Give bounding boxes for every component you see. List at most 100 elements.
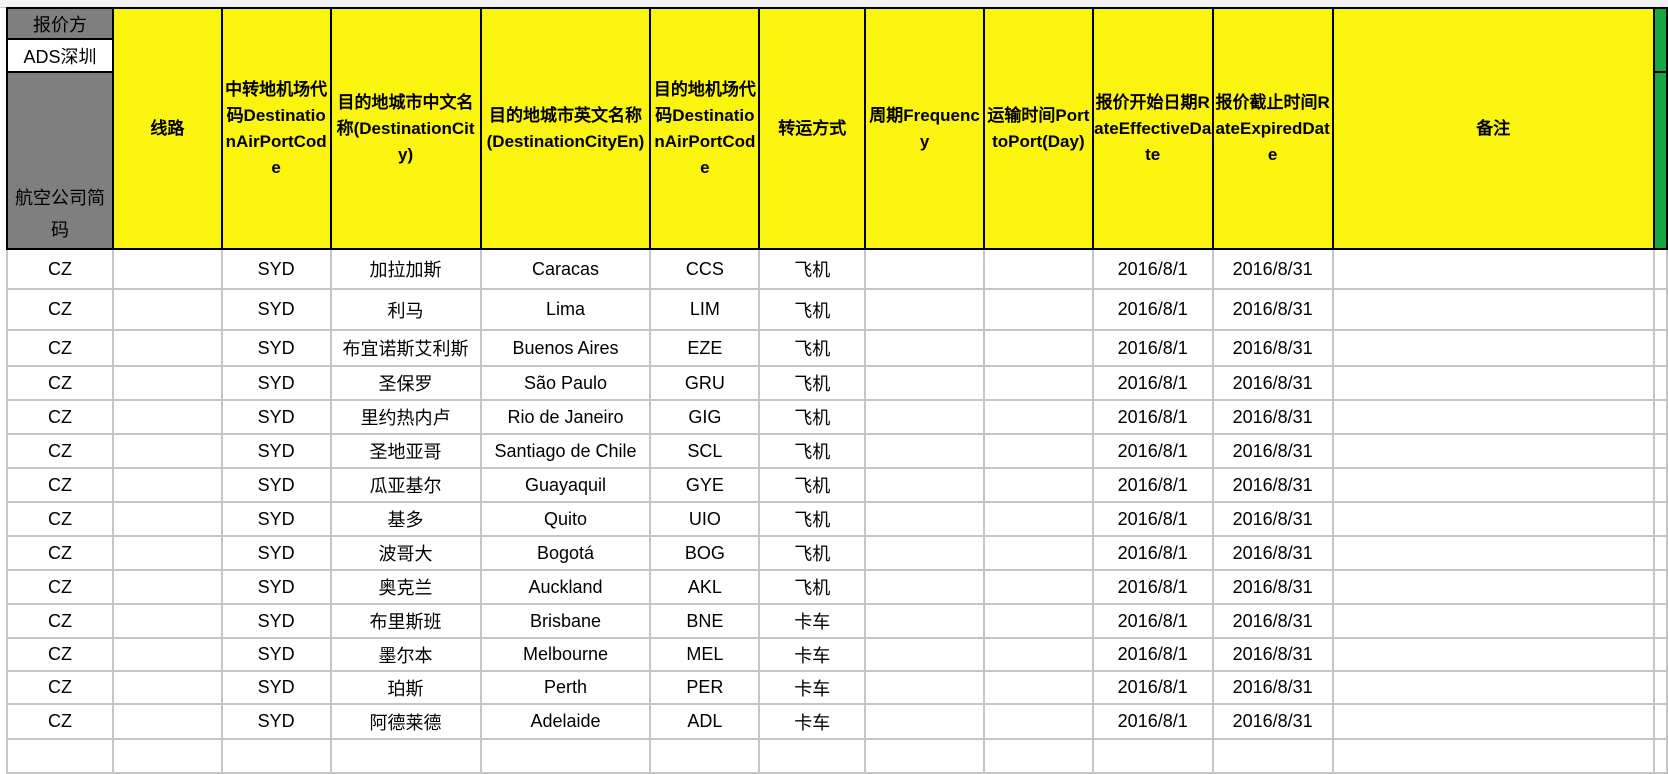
cell-empty[interactable] (111, 738, 223, 774)
cell-route[interactable] (111, 399, 223, 435)
cell-transit-airport[interactable]: SYD (220, 670, 332, 705)
cell-transit-time[interactable] (982, 569, 1094, 605)
cell-empty[interactable] (1652, 248, 1668, 290)
cell-effective-date[interactable]: 2016/8/1 (1091, 703, 1214, 740)
cell-transit-airport[interactable]: SYD (220, 637, 332, 672)
cell-effective-date[interactable]: 2016/8/1 (1091, 670, 1214, 705)
cell-frequency[interactable] (864, 365, 985, 401)
cell-city-en[interactable]: Bogotá (479, 535, 652, 571)
cell-city-cn[interactable]: 布宜诺斯艾利斯 (329, 329, 482, 367)
cell-expired-date[interactable]: 2016/8/31 (1211, 288, 1334, 331)
cell-transit-time[interactable] (982, 535, 1094, 571)
cell-transit-airport[interactable]: SYD (220, 433, 332, 469)
cell-remarks[interactable] (1331, 329, 1655, 367)
cell-transit-time[interactable] (982, 288, 1094, 331)
cell-transport-mode[interactable]: 飞机 (758, 501, 867, 537)
cell-effective-date[interactable]: 2016/8/1 (1091, 288, 1214, 331)
cell-city-en[interactable]: Perth (479, 670, 652, 705)
cell-transit-time[interactable] (982, 637, 1094, 672)
cell-transit-airport[interactable]: SYD (220, 535, 332, 571)
cell-airline[interactable]: CZ (6, 603, 114, 639)
cell-transport-mode[interactable]: 飞机 (758, 365, 867, 401)
cell-frequency[interactable] (864, 703, 985, 740)
cell-route[interactable] (111, 365, 223, 401)
cell-empty[interactable] (1652, 501, 1668, 537)
cell-empty[interactable] (1652, 399, 1668, 435)
cell-empty[interactable] (982, 738, 1094, 774)
cell-frequency[interactable] (864, 467, 985, 503)
cell-frequency[interactable] (864, 248, 985, 290)
cell-remarks[interactable] (1331, 603, 1655, 639)
cell-empty[interactable] (758, 738, 867, 774)
cell-city-cn[interactable]: 利马 (329, 288, 482, 331)
cell-empty[interactable] (1331, 738, 1655, 774)
cell-dest-airport[interactable]: UIO (649, 501, 761, 537)
cell-remarks[interactable] (1331, 433, 1655, 469)
cell-dest-airport[interactable]: GYE (649, 467, 761, 503)
cell-airline[interactable]: CZ (6, 670, 114, 705)
cell-airline[interactable]: CZ (6, 248, 114, 290)
cell-frequency[interactable] (864, 433, 985, 469)
cell-transit-airport[interactable]: SYD (220, 603, 332, 639)
cell-transport-mode[interactable]: 卡车 (758, 670, 867, 705)
green-cell[interactable] (1652, 7, 1668, 73)
cell-empty[interactable] (1652, 288, 1668, 331)
cell-transit-time[interactable] (982, 248, 1094, 290)
cell-transit-airport[interactable]: SYD (220, 703, 332, 740)
cell-route[interactable] (111, 535, 223, 571)
header-transit-time[interactable]: 运输时间PorttoPort(Day) (982, 7, 1094, 250)
cell-frequency[interactable] (864, 501, 985, 537)
cell-empty[interactable] (220, 738, 332, 774)
cell-city-cn[interactable]: 加拉加斯 (329, 248, 482, 290)
cell-expired-date[interactable]: 2016/8/31 (1211, 399, 1334, 435)
cell-city-cn[interactable]: 波哥大 (329, 535, 482, 571)
cell-city-en[interactable]: Rio de Janeiro (479, 399, 652, 435)
cell-empty[interactable] (1091, 738, 1214, 774)
cell-route[interactable] (111, 467, 223, 503)
cell-dest-airport[interactable]: GRU (649, 365, 761, 401)
cell-transit-airport[interactable]: SYD (220, 399, 332, 435)
cell-transit-airport[interactable]: SYD (220, 288, 332, 331)
cell-dest-airport[interactable]: AKL (649, 569, 761, 605)
cell-airline[interactable]: CZ (6, 569, 114, 605)
cell-remarks[interactable] (1331, 703, 1655, 740)
cell-empty[interactable] (1652, 569, 1668, 605)
cell-route[interactable] (111, 569, 223, 605)
cell-city-en[interactable]: Lima (479, 288, 652, 331)
cell-remarks[interactable] (1331, 670, 1655, 705)
header-route[interactable]: 线路 (111, 7, 223, 250)
cell-transit-airport[interactable]: SYD (220, 365, 332, 401)
cell-expired-date[interactable]: 2016/8/31 (1211, 248, 1334, 290)
cell-empty[interactable] (1652, 738, 1668, 774)
cell-empty[interactable] (1652, 535, 1668, 571)
green-cell[interactable] (1652, 71, 1668, 250)
cell-city-en[interactable]: Santiago de Chile (479, 433, 652, 469)
cell-empty[interactable] (479, 738, 652, 774)
quoter-label-cell[interactable]: 报价方 (6, 7, 114, 40)
cell-expired-date[interactable]: 2016/8/31 (1211, 467, 1334, 503)
cell-remarks[interactable] (1331, 399, 1655, 435)
cell-transport-mode[interactable]: 卡车 (758, 603, 867, 639)
cell-frequency[interactable] (864, 329, 985, 367)
cell-dest-airport[interactable]: EZE (649, 329, 761, 367)
cell-dest-airport[interactable]: MEL (649, 637, 761, 672)
cell-transit-time[interactable] (982, 467, 1094, 503)
cell-frequency[interactable] (864, 603, 985, 639)
cell-route[interactable] (111, 248, 223, 290)
cell-effective-date[interactable]: 2016/8/1 (1091, 637, 1214, 672)
cell-empty[interactable] (1652, 670, 1668, 705)
cell-expired-date[interactable]: 2016/8/31 (1211, 365, 1334, 401)
cell-transit-time[interactable] (982, 329, 1094, 367)
cell-city-en[interactable]: Caracas (479, 248, 652, 290)
cell-airline[interactable]: CZ (6, 467, 114, 503)
cell-empty[interactable] (1211, 738, 1334, 774)
cell-effective-date[interactable]: 2016/8/1 (1091, 248, 1214, 290)
cell-transport-mode[interactable]: 飞机 (758, 329, 867, 367)
cell-route[interactable] (111, 703, 223, 740)
cell-dest-airport[interactable]: LIM (649, 288, 761, 331)
header-dest-city-en[interactable]: 目的地城市英文名称(DestinationCityEn) (479, 7, 652, 250)
cell-transport-mode[interactable]: 飞机 (758, 535, 867, 571)
cell-dest-airport[interactable]: ADL (649, 703, 761, 740)
cell-effective-date[interactable]: 2016/8/1 (1091, 365, 1214, 401)
header-dest-city-cn[interactable]: 目的地城市中文名称(DestinationCity) (329, 7, 482, 250)
